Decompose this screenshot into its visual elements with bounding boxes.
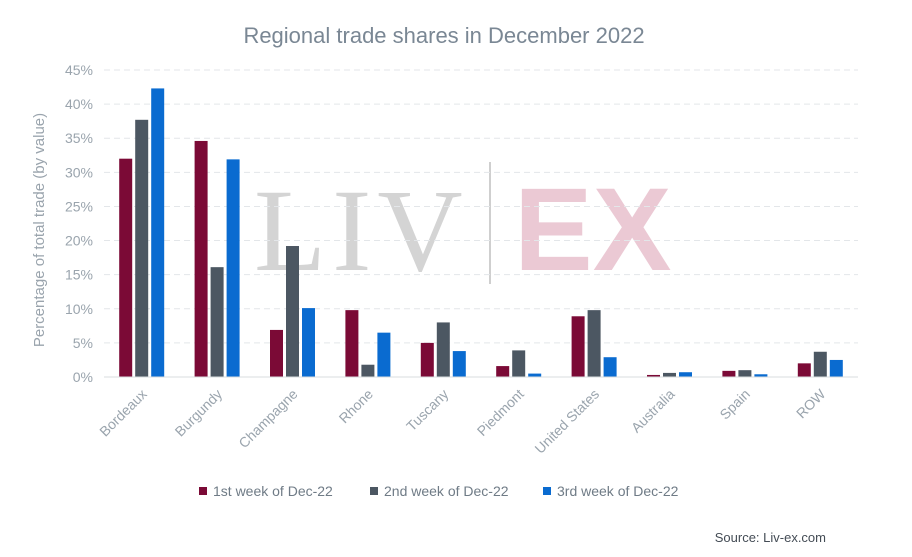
legend-label: 3rd week of Dec-22 — [557, 483, 679, 499]
bar — [302, 308, 315, 377]
y-tick-labels: 0% 5% 10% 15% 20% 25% 30% 35% 40% 45% — [65, 62, 93, 385]
bar — [210, 267, 224, 377]
y-tick-label: 20% — [65, 233, 93, 249]
bar — [587, 310, 601, 377]
x-tick-label: Piedmont — [474, 386, 527, 439]
y-tick-label: 30% — [65, 164, 93, 180]
x-tick-labels: Bordeaux Burgundy Champagne Rhone Tuscany Pie… — [96, 385, 829, 456]
x-tick-label: Spain — [716, 386, 753, 423]
bar — [512, 350, 526, 377]
bar — [679, 372, 692, 377]
bar — [151, 88, 165, 378]
bar — [119, 158, 133, 377]
bar — [420, 342, 434, 377]
source-note: Source: Liv-ex.com — [715, 530, 826, 545]
y-tick-label: 25% — [65, 198, 93, 214]
x-tick-label: Rhone — [336, 386, 377, 427]
y-tick-label: 35% — [65, 130, 93, 146]
bar — [286, 246, 299, 377]
watermark-divider — [489, 162, 491, 284]
bar — [377, 332, 391, 377]
bar — [135, 119, 149, 378]
bar — [829, 359, 843, 377]
bar — [647, 374, 660, 377]
y-tick-label: 10% — [65, 301, 93, 317]
legend: 1st week of Dec-22 2nd week of Dec-22 3rd … — [199, 483, 679, 499]
watermark-ex: EX — [514, 164, 671, 296]
x-tick-label: Australia — [628, 386, 678, 436]
legend-swatch — [370, 487, 378, 495]
bar — [754, 374, 768, 377]
y-tick-label: 45% — [65, 62, 93, 78]
bar — [361, 364, 375, 377]
bar — [603, 357, 617, 377]
bar — [270, 329, 283, 377]
x-tick-label: Tuscany — [403, 386, 451, 434]
y-axis-label: Percentage of total trade (by value) — [31, 113, 48, 347]
y-tick-label: 0% — [73, 369, 93, 385]
bar — [528, 373, 542, 377]
legend-swatch — [543, 487, 551, 495]
legend-swatch — [199, 487, 207, 495]
bar — [813, 351, 827, 377]
y-tick-label: 15% — [65, 267, 93, 283]
legend-label: 2nd week of Dec-22 — [384, 483, 509, 499]
bar — [571, 316, 585, 377]
bar — [722, 370, 736, 377]
watermark: LIV EX — [254, 162, 671, 296]
legend-label: 1st week of Dec-22 — [213, 483, 333, 499]
x-tick-label: Bordeaux — [96, 386, 150, 440]
bar — [797, 363, 811, 377]
y-tick-label: 5% — [73, 335, 93, 351]
x-tick-label: Champagne — [235, 386, 300, 451]
bar — [226, 159, 240, 377]
x-tick-label: United States — [531, 386, 602, 457]
bars — [119, 88, 843, 378]
x-tick-label: ROW — [793, 385, 829, 421]
bar — [345, 310, 359, 377]
x-tick-label: Burgundy — [172, 386, 226, 440]
chart-title: Regional trade shares in December 2022 — [243, 23, 644, 48]
bar — [436, 322, 450, 377]
bar — [194, 140, 208, 377]
bar — [452, 351, 466, 377]
bar — [663, 372, 676, 377]
bar — [738, 370, 752, 377]
bar — [496, 366, 510, 377]
y-tick-label: 40% — [65, 96, 93, 112]
